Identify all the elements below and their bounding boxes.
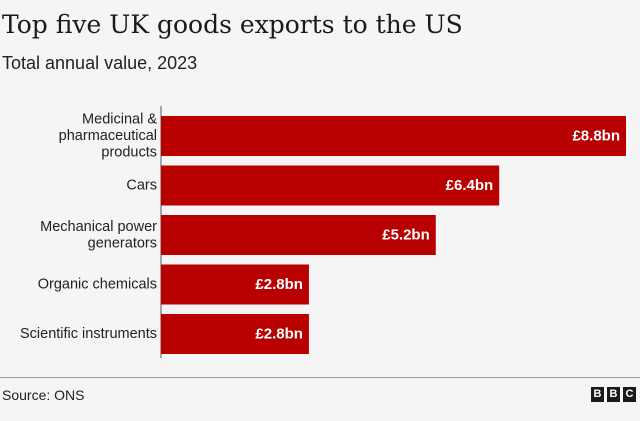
- category-label-line: pharmaceutical: [59, 128, 157, 144]
- bar-value-label: £2.8bn: [255, 276, 303, 293]
- category-label-line: Mechanical power: [40, 219, 157, 235]
- bar-4: [161, 264, 309, 305]
- bar-2: [161, 165, 500, 206]
- category-label-line: generators: [88, 235, 157, 251]
- bbc-logo: B B C: [591, 387, 636, 402]
- category-label-line: Cars: [126, 178, 157, 194]
- bar-value-label: £8.8bn: [572, 128, 620, 145]
- bbc-logo-block-1: B: [591, 387, 604, 402]
- category-label-line: Medicinal &: [82, 112, 157, 128]
- category-label: Mechanical power generators: [40, 219, 157, 252]
- category-label: Scientific instruments: [20, 326, 157, 342]
- category-label: Cars: [126, 178, 157, 194]
- bar-3: [161, 215, 436, 255]
- category-label: Organic chemicals: [38, 277, 157, 293]
- category-label-line: Scientific instruments: [20, 326, 157, 342]
- bar-value-label: £6.4bn: [446, 177, 494, 194]
- bar-1: [161, 116, 626, 156]
- chart-subtitle: Total annual value, 2023: [2, 53, 198, 73]
- category-label-line: Organic chemicals: [38, 277, 157, 293]
- source-note: Source: ONS: [2, 387, 85, 403]
- bbc-logo-block-2: B: [607, 387, 620, 402]
- category-label-line: products: [101, 145, 157, 161]
- bbc-logo-block-3: C: [623, 387, 636, 402]
- bar-value-label: £2.8bn: [255, 326, 303, 343]
- chart-title: Top five UK goods exports to the US: [2, 10, 463, 39]
- category-label: Medicinal & pharmaceutical products: [59, 112, 158, 161]
- bar-value-label: £5.2bn: [382, 227, 430, 244]
- bar-chart: £8.8bn Medicinal & pharmaceutical products £…: [20, 106, 626, 358]
- bar-5: [161, 314, 309, 354]
- footer-divider: [0, 377, 640, 378]
